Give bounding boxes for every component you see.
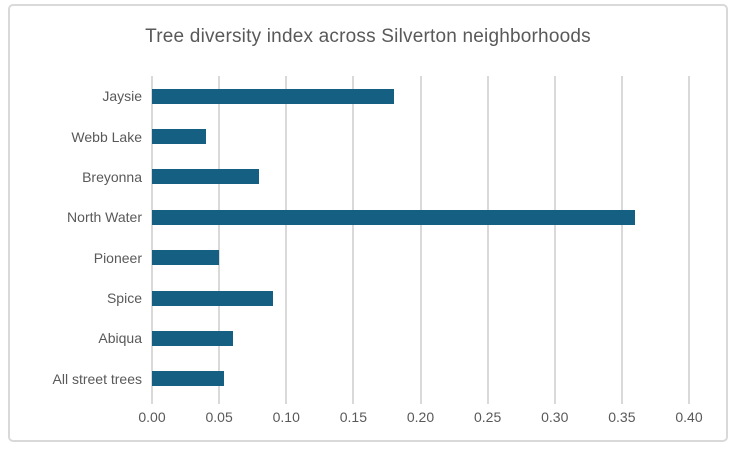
bar-webb-lake [152,129,206,145]
chart-frame: Tree diversity index across Silverton ne… [8,4,728,442]
bar-north-water [152,209,636,225]
bar-row [152,157,689,197]
bar-abiqua [152,330,233,346]
category-label-all-street-trees: All street trees [52,370,142,387]
x-tick-label: 0.15 [339,409,367,425]
bar-row [152,359,689,399]
bar-row [152,76,689,116]
x-tick-label: 0.40 [675,409,703,425]
gridline [553,76,556,404]
plot-area [151,76,690,404]
gridline [285,76,288,404]
bar-all-street-trees [152,371,225,387]
category-label-spice: Spice [106,290,142,307]
gridline [620,76,623,404]
x-tick-label: 0.20 [406,409,435,425]
bars-layer [152,76,689,399]
bar-row [152,318,689,358]
bar-spice [152,290,273,306]
category-label-abiqua: Abiqua [98,330,142,347]
bar-row [152,238,689,278]
gridline [419,76,422,404]
gridlines-layer [151,76,690,404]
value-axis-labels: 0.00 0.05 0.10 0.15 0.20 0.25 0.30 0.35 0.40 [138,409,702,429]
category-label-jaysie: Jaysie [102,88,142,105]
bar-pioneer [152,250,220,266]
bar-breyonna [152,169,260,185]
category-axis-labels: Jaysie Webb Lake Breyonna North Water Pionee… [10,76,142,399]
x-tick-label: 0.30 [541,409,569,425]
x-tick-label: 0.10 [272,409,300,425]
x-tick-label: 0.05 [205,409,233,425]
bar-jaysie [152,88,394,104]
gridline [352,76,355,404]
category-label-breyonna: Breyonna [82,168,142,185]
bar-row [152,278,689,318]
x-tick-label: 0.00 [138,409,166,425]
gridline [151,76,153,404]
gridline [218,76,221,404]
category-label-webb-lake: Webb Lake [71,128,142,145]
bar-row [152,116,689,156]
chart-title: Tree diversity index across Silverton ne… [145,26,591,47]
bar-row [152,197,689,237]
gridline [486,76,489,404]
category-label-north-water: North Water [67,209,142,226]
x-tick-label: 0.25 [474,409,502,425]
category-label-pioneer: Pioneer [93,249,142,266]
gridline [688,76,690,404]
x-tick-label: 0.35 [608,409,636,425]
